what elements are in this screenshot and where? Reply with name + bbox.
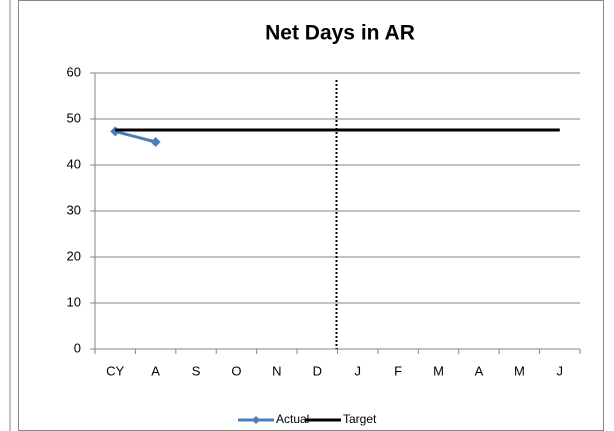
x-tick-label: A <box>475 363 484 378</box>
y-tick-label: 50 <box>67 110 81 125</box>
x-tick-label: J <box>354 363 361 378</box>
chart-title: Net Days in AR <box>265 22 415 45</box>
x-tick-label: O <box>231 363 241 378</box>
legend-marker <box>252 416 260 424</box>
marker <box>150 137 161 147</box>
x-tick-label: D <box>313 363 322 378</box>
y-tick-label: 40 <box>67 156 81 171</box>
x-tick-label: A <box>151 363 160 378</box>
legend-label: Actual <box>276 412 309 426</box>
x-tick-label: S <box>192 363 201 378</box>
x-tick-label: N <box>272 363 281 378</box>
x-tick-label: F <box>394 363 402 378</box>
x-tick-label: J <box>557 363 564 378</box>
y-tick-label: 20 <box>67 248 81 263</box>
series-line <box>114 129 157 144</box>
y-tick-label: 10 <box>67 294 81 309</box>
y-tick-label: 0 <box>74 340 81 355</box>
x-tick-label: CY <box>106 363 124 378</box>
y-tick-label: 60 <box>67 64 81 79</box>
y-tick-label: 30 <box>67 202 81 217</box>
x-tick-label: M <box>514 363 525 378</box>
x-tick-label: M <box>433 363 444 378</box>
legend-label: Target <box>343 412 377 426</box>
